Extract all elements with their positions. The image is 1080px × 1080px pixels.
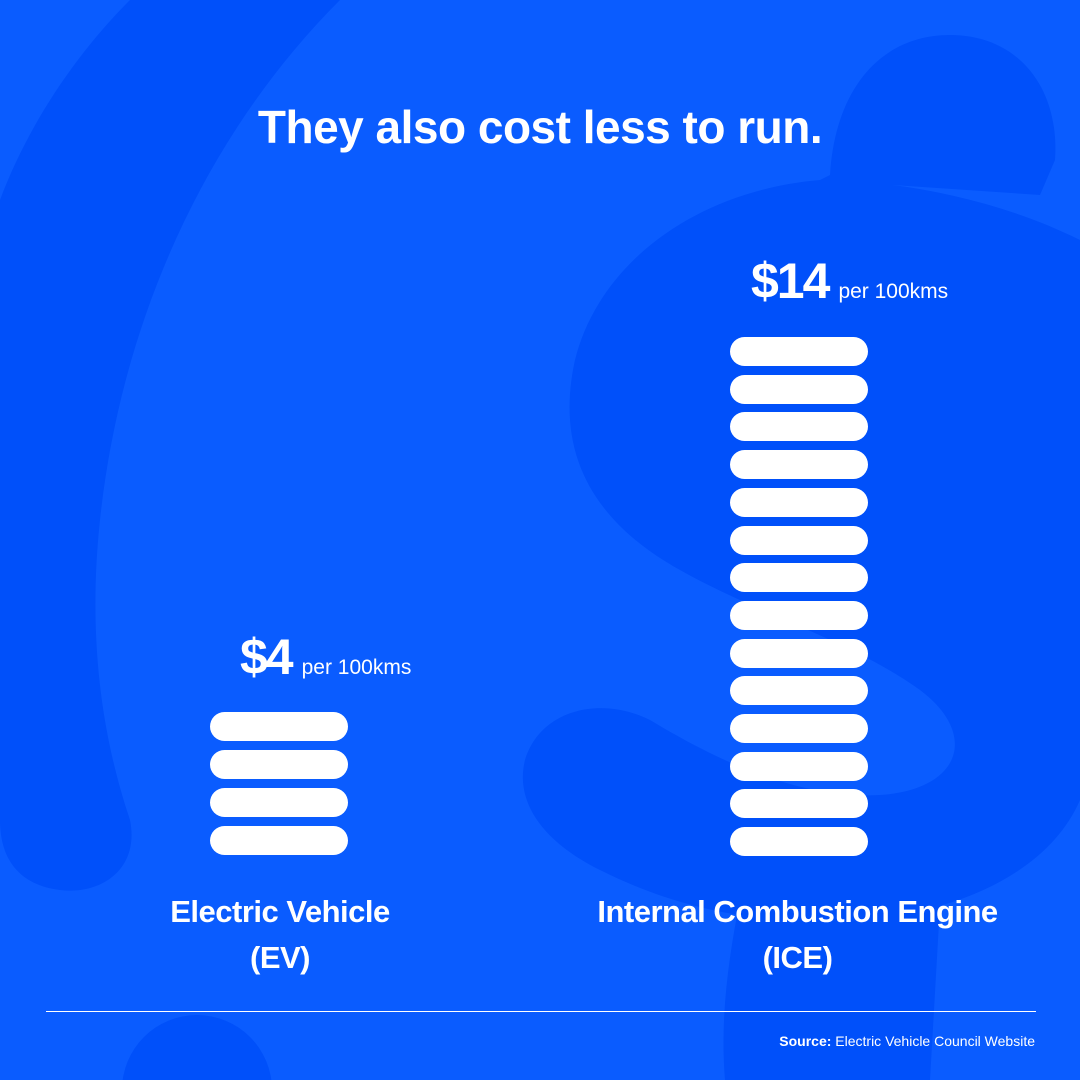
background-arc-shape (0, 0, 340, 891)
source-note: Source: Electric Vehicle Council Website (779, 1033, 1035, 1049)
ev-bar-pill (210, 788, 348, 817)
ev-bar-pill (210, 712, 348, 741)
ice-unit: per 100kms (838, 280, 949, 303)
ev-label-line2: (EV) (250, 940, 311, 975)
background-dollar-stem-top (820, 35, 1056, 195)
ev-label-line1: Electric Vehicle (170, 894, 390, 929)
chart-title: They also cost less to run. (257, 101, 823, 153)
ice-bar-stack (730, 337, 868, 856)
ice-label-line2: (ICE) (762, 940, 833, 975)
ice-amount: $14 (751, 253, 830, 309)
ice-bar-pill (730, 563, 868, 593)
background-circle (122, 1015, 272, 1080)
ice-bar-pill (730, 412, 868, 442)
ice-bar-pill (730, 374, 868, 404)
ice-bar-pill (730, 827, 868, 856)
ice-bar-pill (730, 714, 868, 743)
ice-category-label: Internal Combustion Engine (ICE) (560, 889, 1035, 981)
ice-bar-pill (730, 789, 868, 819)
ev-bar-stack (210, 712, 348, 856)
ev-amount: $4 (240, 629, 294, 685)
ev-bar-pill (210, 826, 348, 855)
ev-category-label: Electric Vehicle (EV) (130, 889, 430, 981)
ice-bar-pill (730, 450, 868, 480)
ice-bar-pill (730, 751, 868, 781)
ice-bar-pill (730, 600, 868, 630)
ice-bar-pill (730, 525, 868, 555)
ice-label-line1: Internal Combustion Engine (597, 894, 998, 929)
source-text: Electric Vehicle Council Website (835, 1033, 1035, 1049)
ice-bar-pill (730, 676, 868, 706)
ev-unit: per 100kms (301, 656, 412, 679)
ice-bar-pill (730, 337, 868, 366)
background-dollar-stem-bottom (723, 900, 940, 1080)
ev-value-label: $4 per 100kms (240, 628, 411, 686)
source-label: Source: (779, 1033, 832, 1049)
footer-divider (46, 1011, 1036, 1012)
ice-bar-pill (730, 487, 868, 517)
ev-bar-pill (210, 750, 348, 779)
ice-value-label: $14 per 100kms (751, 252, 948, 310)
ice-bar-pill (730, 638, 868, 668)
